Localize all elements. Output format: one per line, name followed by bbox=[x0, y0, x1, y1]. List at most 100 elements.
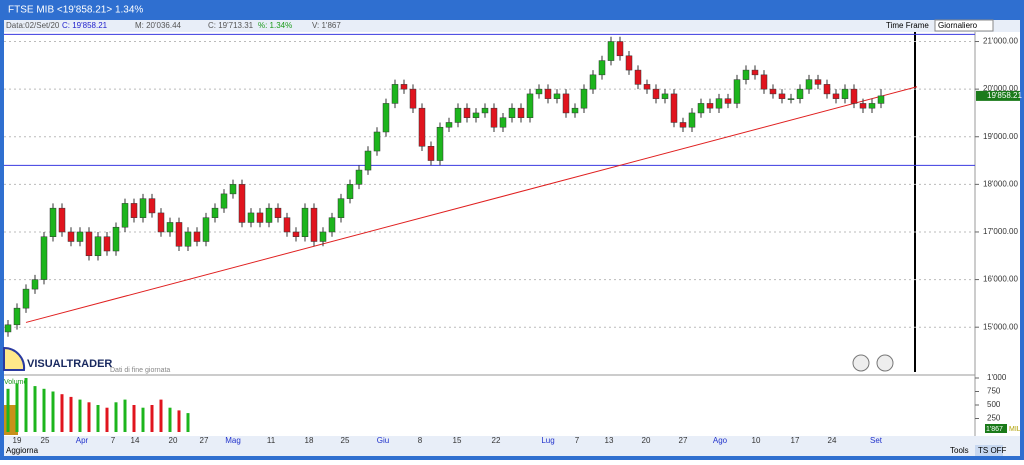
candle-body bbox=[517, 107, 525, 118]
x-tick-label: 20 bbox=[642, 436, 651, 445]
candle-body bbox=[292, 231, 300, 237]
candle-body bbox=[688, 112, 696, 128]
candle-body bbox=[787, 98, 795, 100]
volume-tick-label: 500 bbox=[987, 400, 1001, 409]
x-tick-label: Ago bbox=[713, 436, 728, 445]
candle-body bbox=[175, 222, 183, 247]
x-tick-label: Lug bbox=[541, 436, 554, 445]
candle-body bbox=[472, 112, 480, 118]
window-body bbox=[4, 20, 1020, 456]
candle-body bbox=[715, 98, 723, 109]
ts-button-bg[interactable] bbox=[975, 445, 1003, 456]
x-tick-label: 24 bbox=[828, 436, 837, 445]
candle-body bbox=[508, 107, 516, 118]
candle-body bbox=[76, 231, 84, 242]
candle-body bbox=[400, 84, 408, 90]
candle-body bbox=[211, 207, 219, 218]
y-tick-label: 15'000.00 bbox=[983, 322, 1018, 331]
x-tick-label: 7 bbox=[111, 436, 116, 445]
x-tick-label: 13 bbox=[605, 436, 614, 445]
candle-body bbox=[769, 88, 777, 95]
volume-bar bbox=[33, 386, 37, 432]
volume-bar bbox=[96, 405, 100, 432]
candle-body bbox=[571, 107, 579, 114]
candle-body bbox=[238, 184, 246, 223]
candle-body bbox=[841, 88, 849, 99]
tools-button[interactable]: Tools bbox=[950, 446, 969, 455]
candle-body bbox=[697, 103, 705, 114]
candle-body bbox=[760, 74, 768, 90]
candle-body bbox=[796, 88, 804, 99]
candle-body bbox=[724, 98, 732, 104]
candle-body bbox=[553, 93, 561, 99]
candle-body bbox=[454, 107, 462, 123]
candle-body bbox=[202, 217, 210, 242]
candle-body bbox=[337, 198, 345, 218]
candle-body bbox=[436, 126, 444, 161]
info-button[interactable] bbox=[876, 354, 894, 372]
candle-body bbox=[139, 198, 147, 218]
candle-body bbox=[580, 88, 588, 109]
x-tick-label: 15 bbox=[453, 436, 462, 445]
x-tick-label: 25 bbox=[341, 436, 350, 445]
x-tick-label: 22 bbox=[492, 436, 501, 445]
timeframe-select[interactable] bbox=[934, 19, 994, 32]
brand: VISUALTRADER bbox=[27, 358, 112, 370]
volume-bar bbox=[132, 405, 136, 432]
volume-bar bbox=[42, 388, 46, 432]
candle-body bbox=[598, 60, 606, 76]
y-tick-label: 16'000.00 bbox=[983, 275, 1018, 284]
candle-body bbox=[706, 103, 714, 109]
x-tick-label: 7 bbox=[575, 436, 580, 445]
candle-body bbox=[58, 207, 66, 233]
volume-bar bbox=[150, 405, 154, 432]
volume-bar bbox=[168, 407, 172, 432]
candle-body bbox=[445, 122, 453, 128]
candle-body bbox=[733, 79, 741, 104]
candle-body bbox=[868, 103, 876, 109]
volume-unit: MIL bbox=[1009, 426, 1021, 433]
volume-bar bbox=[51, 391, 55, 432]
candle-body bbox=[184, 231, 192, 247]
candle-body bbox=[544, 88, 552, 99]
x-tick-label: 14 bbox=[131, 436, 140, 445]
x-tick-label: 10 bbox=[752, 436, 761, 445]
candle-body bbox=[616, 41, 624, 57]
candle-body bbox=[301, 207, 309, 237]
candle-body bbox=[13, 307, 21, 326]
candle-body bbox=[643, 84, 651, 90]
volume-bar bbox=[60, 394, 64, 432]
volume-bar bbox=[15, 383, 19, 432]
volume-title: Volume bbox=[4, 379, 27, 386]
volume-tick-label: 750 bbox=[987, 387, 1001, 396]
x-tick-label: 11 bbox=[267, 436, 276, 445]
candle-body bbox=[751, 69, 759, 76]
candle-body bbox=[256, 212, 264, 223]
volume-bar bbox=[177, 410, 181, 432]
ts-button[interactable]: TS OFF bbox=[978, 446, 1007, 455]
candle-body bbox=[859, 103, 867, 109]
update-button[interactable]: Aggiorna bbox=[6, 446, 39, 455]
logo-arc bbox=[3, 346, 26, 371]
x-tick-label: 20 bbox=[169, 436, 178, 445]
last-volume: 1'867 bbox=[986, 426, 1003, 433]
info-button[interactable] bbox=[852, 354, 870, 372]
candle-body bbox=[148, 198, 156, 214]
candle-body bbox=[850, 88, 858, 104]
x-tick-label: 18 bbox=[305, 436, 314, 445]
candle-body bbox=[814, 79, 822, 85]
window-title: FTSE MIB <19'858.21> 1.34% bbox=[8, 5, 143, 16]
volume-tick-label: 1'000 bbox=[987, 373, 1007, 382]
candle-body bbox=[463, 107, 471, 118]
info-high: M: 20'036.44 bbox=[135, 21, 182, 30]
candle-body bbox=[652, 88, 660, 99]
volume-bar bbox=[78, 399, 82, 432]
candle-body bbox=[364, 150, 372, 171]
candle-body bbox=[742, 69, 750, 80]
last-price-label: 19'858.21 bbox=[987, 91, 1022, 100]
info-date: Data:02/Set/20 bbox=[6, 21, 60, 30]
y-tick-label: 18'000.00 bbox=[983, 179, 1018, 188]
candle-body bbox=[490, 107, 498, 128]
candle-body bbox=[805, 79, 813, 90]
trendline bbox=[25, 86, 918, 323]
